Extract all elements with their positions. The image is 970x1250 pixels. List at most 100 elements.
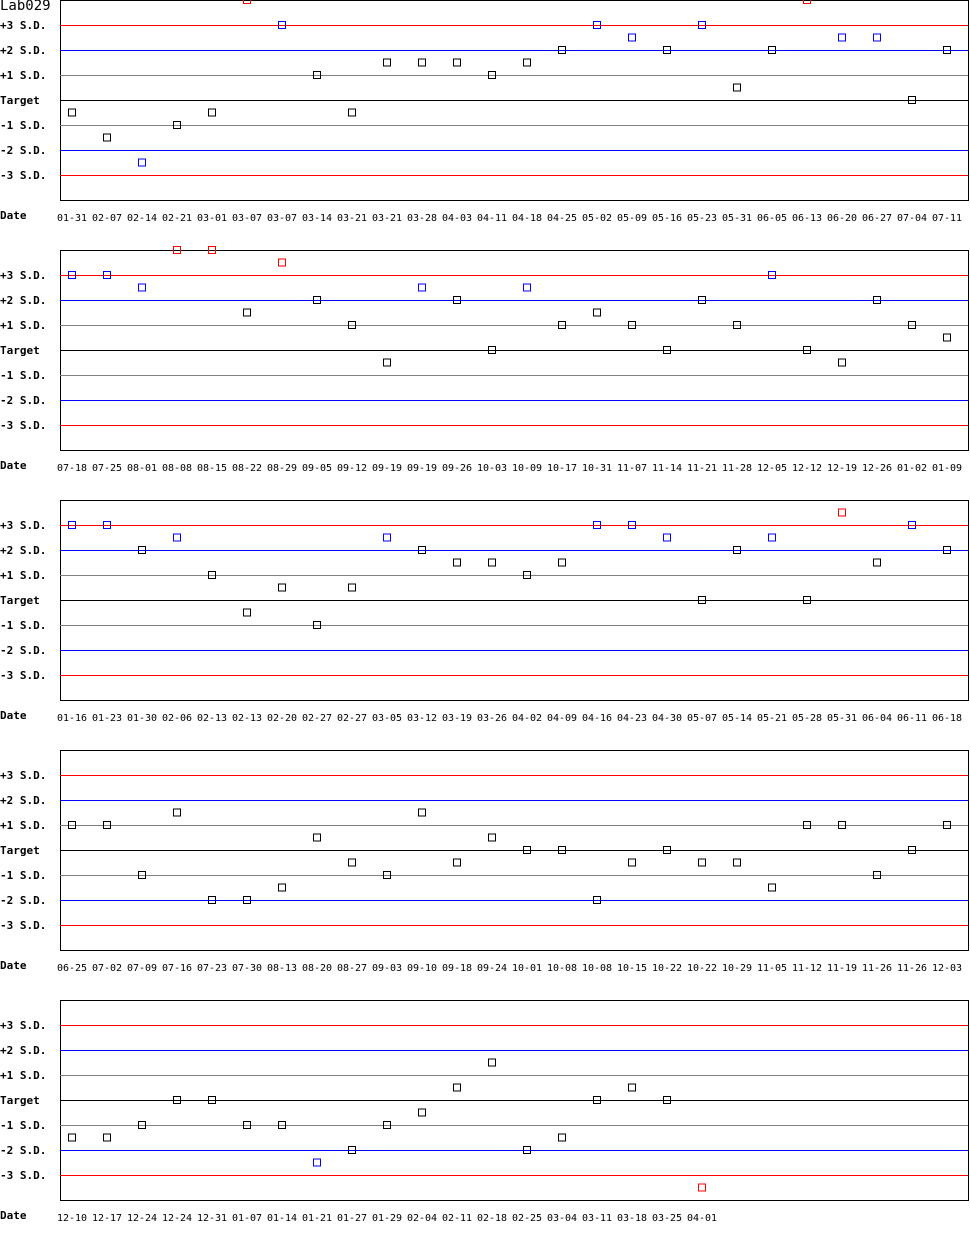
data-point [873,296,881,304]
x-tick-label: 03-25 [652,1213,682,1224]
x-tick-label: 06-18 [932,713,962,724]
x-tick-label: 12-17 [92,1213,122,1224]
x-tick-label: 05-14 [722,713,752,724]
x-tick-label: 11-14 [652,463,682,474]
data-point [523,1146,531,1154]
chart-panel-2: +3 S.D. +2 S.D. +1 S.D. Target -1 S.D. -2 S.D… [0,246,969,474]
data-point [103,821,111,829]
data-point [173,533,181,542]
y-axis-label: Target [0,94,40,107]
x-tick-label: 03-07 [267,213,297,224]
data-point [348,858,356,867]
x-tick-label: 03-18 [617,1213,647,1224]
x-tick-label: 07-30 [232,963,262,974]
y-axis-label: -3 S.D. [0,1169,46,1182]
data-point [873,871,881,879]
data-point [138,546,146,554]
x-tick-label: 04-01 [687,1213,717,1224]
x-tick-label: 11-19 [827,963,857,974]
x-tick-label: 06-27 [862,213,892,224]
x-tick-label: 03-01 [197,213,227,224]
x-tick-label: 03-05 [372,713,402,724]
x-tick-label: 07-18 [57,463,87,474]
data-point [243,1121,251,1129]
x-tick-label: 07-11 [932,213,962,224]
data-point [593,308,601,317]
x-tick-label: 01-07 [232,1213,262,1224]
x-tick-label: 04-09 [547,713,577,724]
data-point [68,521,76,529]
data-point [593,896,601,904]
data-point [208,571,216,579]
x-tick-label: 10-22 [687,963,717,974]
data-point [523,283,531,292]
data-point [488,346,496,354]
data-point [453,1083,461,1092]
x-tick-label: 12-24 [127,1213,157,1224]
x-axis-label: Date [0,709,27,722]
x-tick-label: 03-14 [302,213,332,224]
data-point [628,1083,636,1092]
y-axis-label: -2 S.D. [0,894,46,907]
data-point [68,821,76,829]
data-point [208,896,216,904]
x-tick-label: 01-14 [267,1213,297,1224]
x-tick-label: 10-31 [582,463,612,474]
x-tick-label: 10-01 [512,963,542,974]
y-axis-label: -2 S.D. [0,144,46,157]
x-tick-label: 04-11 [477,213,507,224]
x-tick-label: 09-26 [442,463,472,474]
x-tick-label: 04-02 [512,713,542,724]
x-tick-label: 07-09 [127,963,157,974]
x-tick-label: 05-16 [652,213,682,224]
x-tick-label: 12-05 [757,463,787,474]
data-point [663,346,671,354]
data-point [348,1146,356,1154]
x-tick-label: 01-02 [897,463,927,474]
y-axis-label: +2 S.D. [0,294,46,307]
x-tick-label: 11-07 [617,463,647,474]
data-point [873,33,881,42]
x-tick-label: 05-28 [792,713,822,724]
y-axis-label: -2 S.D. [0,394,46,407]
x-tick-label: 05-21 [757,713,787,724]
data-point [243,608,251,617]
y-axis-label: -3 S.D. [0,169,46,182]
data-point [698,1183,706,1192]
data-point [733,858,741,867]
data-point [278,1121,286,1129]
x-tick-label: 02-06 [162,713,192,724]
x-tick-label: 07-25 [92,463,122,474]
data-point [173,1096,181,1104]
x-tick-label: 01-16 [57,713,87,724]
data-point [418,58,426,67]
chart-panel-4: +3 S.D. +2 S.D. +1 S.D. Target -1 S.D. -2 S.D… [0,750,969,974]
data-point [663,846,671,854]
y-axis-label: +1 S.D. [0,319,46,332]
data-point [243,0,251,4]
x-tick-label: 07-23 [197,963,227,974]
x-tick-label: 11-28 [722,463,752,474]
data-point [488,558,496,567]
data-point [138,283,146,292]
x-tick-label: 05-02 [582,213,612,224]
data-point [488,71,496,79]
x-tick-label: 01-31 [57,213,87,224]
data-point [103,133,111,142]
x-tick-label: 09-19 [372,463,402,474]
x-tick-label: 08-27 [337,963,367,974]
x-tick-label: 12-19 [827,463,857,474]
x-tick-label: 03-28 [407,213,437,224]
data-point [663,1096,671,1104]
data-point [348,108,356,117]
data-point [313,71,321,79]
x-tick-label: 03-04 [547,1213,577,1224]
x-tick-label: 10-15 [617,963,647,974]
y-axis-label: Target [0,1094,40,1107]
x-tick-label: 03-26 [477,713,507,724]
x-tick-label: 03-21 [372,213,402,224]
data-point [663,533,671,542]
y-axis-label: +3 S.D. [0,19,46,32]
data-point [103,271,111,279]
